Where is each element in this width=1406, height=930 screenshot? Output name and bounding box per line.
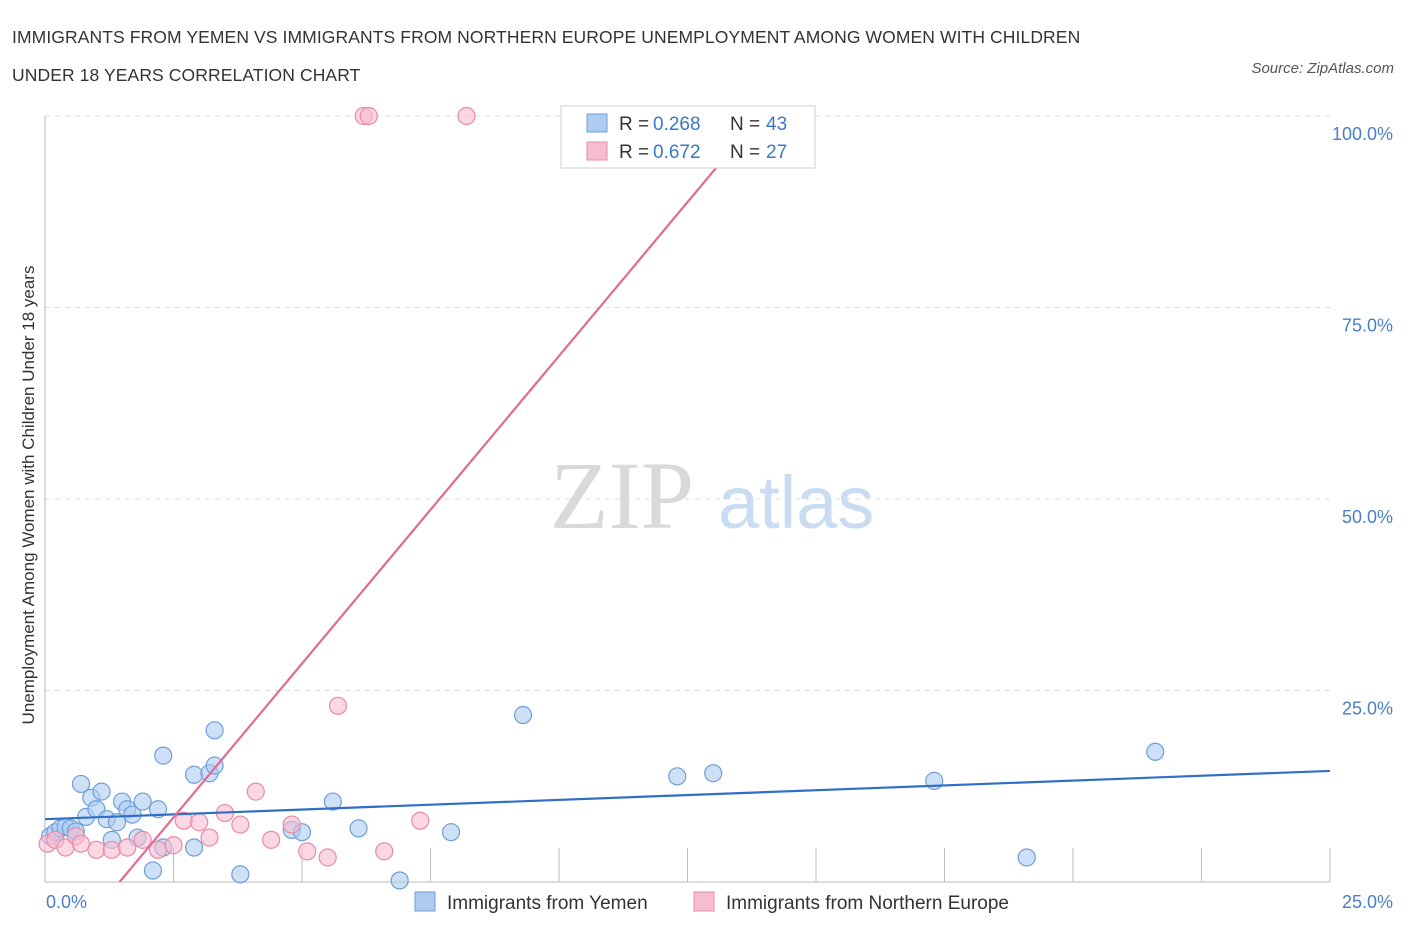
data-point-yemen — [148, 800, 168, 819]
data-point-neu — [411, 811, 430, 830]
legend-r-neu: 0.672 — [653, 142, 701, 163]
trend-line-yemen — [44, 769, 1331, 821]
data-point-neu — [133, 830, 152, 849]
data-point-neu — [282, 815, 301, 834]
trend-lines — [44, 115, 1331, 883]
data-point-neu — [457, 106, 476, 126]
data-point-yemen — [668, 767, 687, 786]
y-tick-label: 100.0% — [1332, 124, 1393, 144]
bottom-legend-swatch-yemen — [414, 891, 436, 912]
bottom-legend-neu: Immigrants from Northern Europe — [726, 893, 1009, 914]
y-axis-title: Unemployment Among Women with Children U… — [19, 266, 38, 725]
axes — [44, 116, 1331, 883]
x-tick-label: 25.0% — [1342, 892, 1393, 912]
data-point-neu — [118, 838, 137, 857]
data-point-yemen — [133, 792, 152, 811]
chart-title: IMMIGRANTS FROM YEMEN VS IMMIGRANTS FROM… — [12, 18, 1212, 94]
x-tick-labels: 0.0% 25.0% — [46, 892, 1393, 912]
legend-r-yemen: 0.268 — [653, 114, 701, 135]
bottom-legend-yemen: Immigrants from Yemen — [447, 893, 648, 914]
legend-n-label-yemen: N = — [730, 114, 760, 135]
data-point-neu — [318, 848, 337, 867]
data-points — [38, 106, 1165, 890]
data-point-yemen — [205, 721, 224, 740]
data-point-yemen — [349, 819, 368, 838]
data-point-yemen — [231, 865, 250, 884]
legend-n-label-neu: N = — [730, 142, 760, 163]
data-point-yemen — [71, 774, 91, 794]
watermark-zip: ZIP — [550, 442, 694, 549]
data-point-yemen — [184, 765, 204, 784]
data-point-yemen — [1017, 848, 1036, 867]
data-point-neu — [246, 782, 265, 801]
data-point-yemen — [154, 746, 173, 765]
data-point-yemen — [92, 782, 111, 801]
x-tick-label: 0.0% — [46, 892, 87, 912]
series-legend: Immigrants from Yemen Immigrants from No… — [414, 891, 1009, 914]
bottom-legend-swatch-neu — [693, 891, 715, 912]
chart-title-line2: UNDER 18 YEARS CORRELATION CHART — [12, 65, 361, 85]
data-point-neu — [262, 830, 281, 849]
data-point-neu — [102, 840, 121, 859]
trend-line-neu — [118, 115, 761, 883]
y-tick-label: 75.0% — [1342, 316, 1393, 336]
data-point-yemen — [205, 756, 224, 775]
legend-n-yemen: 43 — [766, 114, 787, 135]
data-point-neu — [200, 828, 219, 847]
data-point-neu — [298, 842, 317, 861]
data-point-neu — [328, 696, 348, 715]
data-point-neu — [359, 106, 378, 126]
data-point-yemen — [1146, 742, 1165, 761]
legend-n-neu: 27 — [766, 142, 787, 163]
legend-swatch-neu — [586, 141, 608, 161]
data-point-neu — [375, 842, 394, 861]
data-point-neu — [190, 813, 209, 832]
data-point-yemen — [390, 871, 409, 890]
data-point-yemen — [107, 813, 127, 832]
data-point-yemen — [513, 705, 533, 725]
data-point-yemen — [704, 764, 723, 783]
chart-title-line1: IMMIGRANTS FROM YEMEN VS IMMIGRANTS FROM… — [12, 27, 1081, 47]
data-point-yemen — [441, 823, 461, 842]
data-point-yemen — [143, 861, 163, 880]
data-point-neu — [87, 840, 106, 859]
data-point-yemen — [184, 838, 204, 857]
correlation-legend: R = 0.268 N = 43 R = 0.672 N = 27 — [560, 105, 816, 169]
y-tick-label: 50.0% — [1342, 507, 1393, 527]
y-tick-labels: 100.0% 75.0% 50.0% 25.0% — [1332, 124, 1393, 719]
y-tick-label: 25.0% — [1342, 699, 1393, 719]
data-point-yemen — [323, 792, 342, 811]
data-point-neu — [231, 815, 250, 834]
legend-swatch-yemen — [586, 113, 608, 133]
watermark: ZIP atlas — [550, 442, 874, 549]
legend-r-label-yemen: R = — [619, 114, 649, 135]
source-label: Source: ZipAtlas.com — [1251, 60, 1394, 77]
data-point-neu — [164, 836, 183, 855]
data-point-neu — [71, 834, 91, 853]
legend-r-label-neu: R = — [619, 142, 649, 163]
watermark-atlas: atlas — [718, 461, 874, 544]
